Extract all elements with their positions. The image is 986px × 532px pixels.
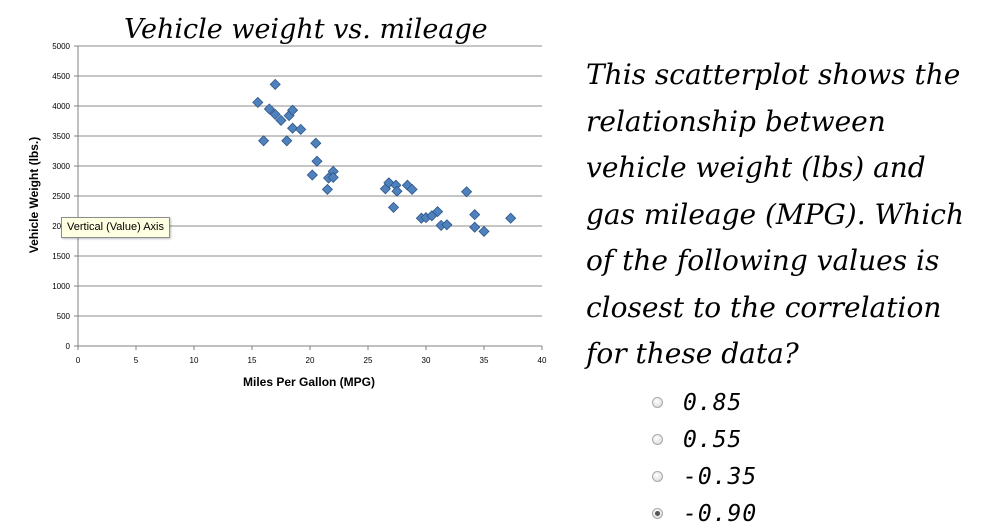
- x-tick-label: 15: [248, 356, 257, 365]
- scatter-point: [387, 201, 400, 213]
- x-tick-label: 40: [538, 356, 547, 365]
- x-tick-label: 0: [76, 356, 81, 365]
- question-line: relationship between: [586, 104, 886, 138]
- radio-button[interactable]: [652, 471, 663, 482]
- scatter-point: [311, 155, 323, 167]
- x-tick-label: 35: [480, 356, 489, 365]
- answer-option-3[interactable]: -0.35: [652, 458, 757, 495]
- chart-gridlines: [78, 45, 542, 317]
- scatter-point: [469, 221, 481, 233]
- chart-axes: [74, 45, 543, 350]
- y-tick-label: 3500: [52, 132, 70, 141]
- scatter-point: [391, 185, 403, 197]
- scatter-point: [406, 183, 418, 195]
- question-line: of the following values is: [586, 244, 940, 277]
- radio-button[interactable]: [652, 434, 663, 445]
- scatter-point: [269, 108, 281, 120]
- question-line: This scatterplot shows the: [586, 58, 961, 91]
- scatter-point: [269, 78, 281, 90]
- scatter-point: [252, 96, 264, 108]
- scatter-point: [505, 212, 517, 224]
- answer-label[interactable]: -0.90: [683, 500, 758, 527]
- question-line: gas mileage (MPG). Which: [586, 197, 965, 231]
- x-tick-label: 25: [364, 356, 373, 365]
- question-line: vehicle weight (lbs) and: [586, 151, 926, 184]
- y-tick-label: 500: [57, 312, 71, 321]
- y-tick-label: 1500: [52, 252, 70, 261]
- y-tick-label: 2500: [52, 192, 70, 201]
- chart-points: [252, 78, 517, 237]
- radio-button[interactable]: [652, 397, 663, 408]
- y-tick-label: 4000: [52, 102, 70, 111]
- y-tick-label: 1000: [52, 282, 70, 291]
- y-tick-label: 0: [66, 342, 71, 351]
- y-tick-label: 4500: [52, 72, 70, 81]
- scatter-point: [469, 209, 481, 221]
- chart-tick-labels: 0500100015002000250030003500400045005000…: [52, 42, 547, 365]
- question-text: This scatterplot shows the relationship …: [586, 52, 981, 378]
- x-tick-label: 5: [134, 356, 139, 365]
- y-axis-label: Vehicle Weight (lbs.): [27, 137, 41, 253]
- answer-label[interactable]: 0.55: [683, 426, 743, 453]
- scatter-point: [310, 137, 322, 149]
- scatter-point: [287, 122, 299, 134]
- radio-button[interactable]: [652, 508, 663, 519]
- question-line: closest to the correlation: [586, 290, 942, 324]
- x-axis-label: Miles Per Gallon (MPG): [243, 375, 375, 389]
- answer-option-4[interactable]: -0.90: [652, 495, 757, 532]
- axis-tooltip: Vertical (Value) Axis: [61, 217, 171, 238]
- x-tick-label: 10: [190, 356, 199, 365]
- scatter-point: [306, 169, 318, 181]
- scatter-point: [275, 114, 287, 126]
- scatter-point: [281, 135, 293, 147]
- scatter-point: [441, 219, 453, 231]
- scatter-point: [478, 225, 490, 237]
- scatter-point: [432, 206, 444, 218]
- scatter-point: [295, 123, 307, 135]
- answer-label[interactable]: 0.85: [683, 389, 743, 416]
- x-tick-label: 20: [306, 356, 315, 365]
- answer-label[interactable]: -0.35: [683, 463, 758, 490]
- question-line: for these data?: [586, 337, 799, 370]
- scatter-point: [258, 135, 270, 147]
- answer-option-1[interactable]: 0.85: [652, 384, 757, 421]
- scatter-point: [461, 186, 473, 198]
- scatter-point: [327, 171, 339, 183]
- y-tick-label: 5000: [52, 42, 70, 51]
- y-tick-label: 3000: [52, 162, 70, 171]
- scatter-point: [321, 183, 333, 195]
- x-tick-label: 30: [422, 356, 431, 365]
- answer-option-2[interactable]: 0.55: [652, 421, 757, 458]
- scatter-point: [263, 103, 275, 115]
- answer-options: 0.85 0.55 -0.35 -0.90: [652, 384, 757, 532]
- scatter-chart: 0500100015002000250030003500400045005000…: [27, 42, 547, 389]
- scatter-point: [287, 104, 299, 116]
- chart-title: Vehicle weight vs. mileage: [124, 14, 488, 45]
